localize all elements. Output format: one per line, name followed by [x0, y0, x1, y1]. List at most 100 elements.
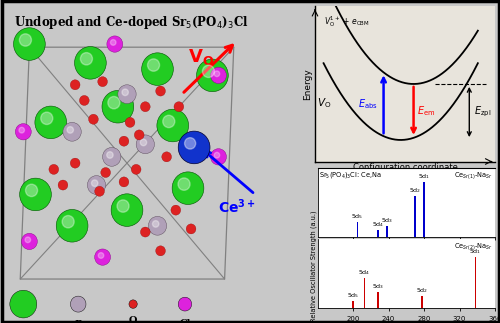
Circle shape — [163, 115, 175, 128]
Circle shape — [20, 34, 32, 46]
Circle shape — [41, 112, 53, 124]
Text: 5d$_5$: 5d$_5$ — [351, 212, 364, 221]
Circle shape — [63, 122, 81, 141]
Circle shape — [184, 138, 196, 149]
Circle shape — [129, 300, 137, 308]
Circle shape — [156, 246, 166, 256]
Circle shape — [111, 194, 143, 226]
Circle shape — [148, 216, 166, 235]
Bar — [414, 196, 416, 237]
Circle shape — [214, 152, 220, 158]
Circle shape — [214, 71, 220, 77]
Text: O: O — [129, 316, 138, 323]
Circle shape — [88, 176, 106, 194]
Circle shape — [106, 152, 113, 158]
Circle shape — [156, 86, 166, 96]
Circle shape — [25, 237, 30, 243]
Circle shape — [102, 147, 121, 166]
Circle shape — [210, 149, 226, 165]
Circle shape — [140, 139, 146, 146]
Text: Cl: Cl — [180, 319, 190, 323]
Text: Relative Oscillator Strength (a.u.): Relative Oscillator Strength (a.u.) — [311, 211, 318, 322]
Text: Sr$_5$(PO$_4$)$_3$Cl: Ce,Na: Sr$_5$(PO$_4$)$_3$Cl: Ce,Na — [320, 170, 382, 180]
Text: Ce$_{Sr(1)}$-Na$_{Sr}$: Ce$_{Sr(1)}$-Na$_{Sr}$ — [454, 170, 493, 181]
Text: 5d$_2$: 5d$_2$ — [416, 286, 428, 295]
Circle shape — [171, 205, 180, 215]
Circle shape — [16, 124, 31, 140]
Text: $V_{\rm O}$: $V_{\rm O}$ — [317, 97, 332, 110]
Circle shape — [210, 67, 226, 84]
Text: P: P — [74, 320, 82, 323]
Circle shape — [80, 95, 89, 106]
Circle shape — [101, 168, 110, 178]
Y-axis label: Energy: Energy — [303, 68, 312, 100]
Circle shape — [67, 127, 73, 133]
Circle shape — [110, 40, 116, 45]
Circle shape — [136, 135, 154, 154]
Circle shape — [142, 53, 174, 85]
Circle shape — [80, 53, 92, 65]
Circle shape — [70, 296, 86, 312]
Circle shape — [140, 102, 150, 112]
Bar — [422, 296, 423, 308]
Circle shape — [58, 180, 68, 190]
Circle shape — [148, 59, 160, 71]
Text: 5d$_1$: 5d$_1$ — [418, 172, 430, 181]
Bar — [356, 222, 358, 237]
Text: $\mathbf{V_O}$: $\mathbf{V_O}$ — [188, 47, 214, 67]
Circle shape — [152, 221, 159, 227]
Circle shape — [180, 139, 190, 149]
Bar — [352, 301, 354, 308]
Circle shape — [157, 109, 188, 142]
Circle shape — [119, 136, 129, 146]
X-axis label: Configuration coordinate: Configuration coordinate — [352, 163, 458, 172]
Circle shape — [70, 80, 80, 90]
Circle shape — [174, 102, 184, 112]
Circle shape — [186, 224, 196, 234]
Circle shape — [62, 215, 74, 228]
Bar — [474, 257, 476, 308]
Text: 5d$_1$: 5d$_1$ — [470, 247, 482, 256]
Circle shape — [94, 186, 104, 196]
Circle shape — [125, 117, 135, 127]
Circle shape — [74, 47, 106, 79]
Circle shape — [119, 177, 129, 187]
Circle shape — [178, 131, 210, 164]
Text: $E_{\rm em}$: $E_{\rm em}$ — [417, 104, 436, 118]
Text: $\mathbf{Ce^{3+}}$: $\mathbf{Ce^{3+}}$ — [218, 198, 256, 216]
Circle shape — [178, 178, 190, 190]
Circle shape — [107, 36, 122, 52]
Circle shape — [14, 28, 46, 60]
Text: $V_{\rm O}^{1+}$ + $e_{\rm CBM}$: $V_{\rm O}^{1+}$ + $e_{\rm CBM}$ — [324, 14, 369, 29]
Circle shape — [26, 184, 38, 197]
Circle shape — [94, 249, 110, 265]
Circle shape — [196, 59, 228, 92]
Circle shape — [70, 158, 80, 168]
Circle shape — [98, 77, 108, 87]
Circle shape — [172, 172, 204, 204]
Text: 5d$_4$: 5d$_4$ — [358, 268, 371, 277]
Circle shape — [118, 85, 136, 104]
Circle shape — [117, 200, 129, 212]
Circle shape — [35, 106, 66, 139]
Circle shape — [19, 127, 24, 133]
Circle shape — [132, 164, 141, 174]
Bar — [423, 182, 425, 237]
Circle shape — [98, 253, 104, 258]
Circle shape — [10, 290, 37, 318]
Circle shape — [56, 210, 88, 242]
Circle shape — [162, 152, 172, 162]
Circle shape — [202, 65, 214, 78]
Circle shape — [122, 89, 128, 96]
Circle shape — [20, 178, 52, 211]
Circle shape — [49, 164, 58, 174]
Bar — [377, 230, 378, 237]
Circle shape — [22, 233, 38, 250]
Circle shape — [178, 297, 192, 311]
Bar — [364, 278, 366, 308]
Text: $E_{\rm abs}$: $E_{\rm abs}$ — [358, 97, 378, 111]
Circle shape — [108, 97, 120, 109]
Text: 5d$_5$: 5d$_5$ — [347, 291, 359, 300]
Text: Ce$_{Sr(2)}$-Na$_{Sr}$: Ce$_{Sr(2)}$-Na$_{Sr}$ — [454, 241, 493, 252]
Text: 5d$_2$: 5d$_2$ — [409, 186, 422, 195]
